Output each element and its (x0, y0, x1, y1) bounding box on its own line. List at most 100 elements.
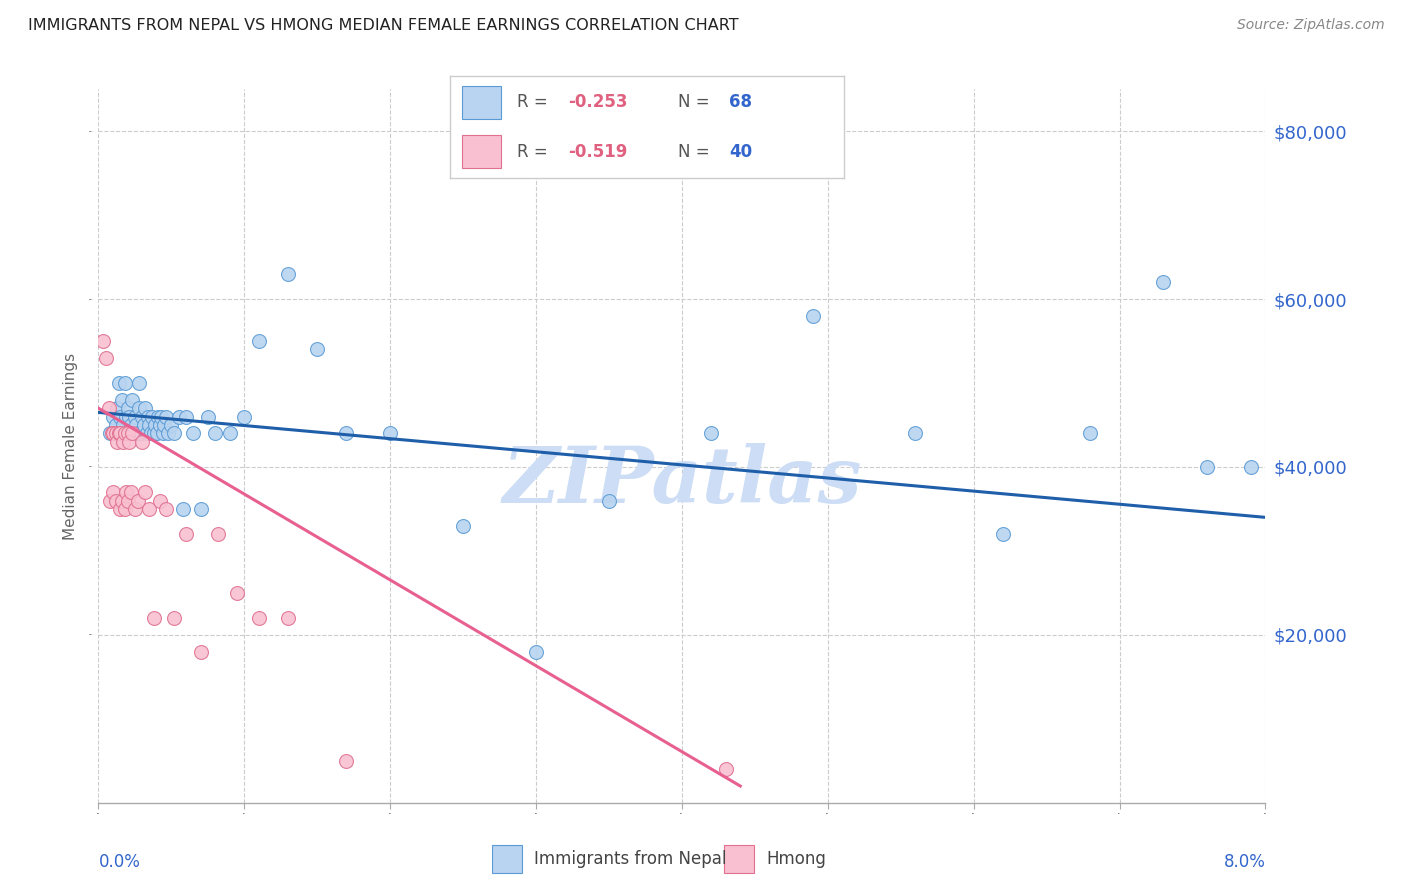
Text: R =: R = (517, 94, 553, 112)
Point (112, 417, 135, 432)
Point (131, 434, 153, 449)
Text: ZIPatlas: ZIPatlas (502, 443, 862, 520)
Point (97, 401, 120, 416)
Point (117, 426, 139, 441)
Point (335, 426, 357, 441)
Point (1240, 460, 1263, 475)
Point (110, 409, 132, 424)
Point (157, 426, 180, 441)
Point (174, 409, 197, 424)
Point (114, 502, 136, 516)
Point (148, 409, 170, 424)
Point (134, 485, 156, 500)
Point (125, 417, 148, 432)
Point (204, 426, 226, 441)
Point (904, 426, 927, 441)
Point (190, 645, 212, 659)
Point (117, 401, 139, 416)
Point (122, 426, 145, 441)
Text: 0.0%: 0.0% (98, 853, 141, 871)
Point (115, 485, 138, 500)
Point (233, 409, 256, 424)
Point (124, 502, 146, 516)
Text: -0.519: -0.519 (568, 143, 627, 161)
Point (101, 426, 124, 441)
Point (108, 376, 131, 390)
Point (160, 417, 183, 432)
Point (121, 426, 143, 441)
Point (131, 409, 153, 424)
Point (117, 493, 139, 508)
Point (991, 527, 1014, 541)
Point (163, 426, 186, 441)
Point (247, 611, 270, 625)
Point (134, 401, 156, 416)
Point (181, 426, 204, 441)
Point (128, 401, 150, 416)
Point (132, 417, 155, 432)
Point (378, 426, 402, 441)
Point (146, 426, 169, 441)
Point (120, 485, 142, 500)
Point (124, 409, 146, 424)
Point (174, 527, 197, 541)
Text: IMMIGRANTS FROM NEPAL VS HMONG MEDIAN FEMALE EARNINGS CORRELATION CHART: IMMIGRANTS FROM NEPAL VS HMONG MEDIAN FE… (28, 18, 738, 33)
Point (129, 426, 152, 441)
Point (150, 409, 173, 424)
Point (167, 409, 190, 424)
Point (101, 485, 124, 500)
Point (155, 409, 177, 424)
Point (112, 434, 135, 449)
Point (142, 611, 165, 625)
Point (172, 502, 194, 516)
Point (114, 426, 136, 441)
Point (149, 417, 172, 432)
Point (218, 426, 240, 441)
Text: Source: ZipAtlas.com: Source: ZipAtlas.com (1237, 18, 1385, 32)
Point (207, 527, 229, 541)
Point (111, 493, 134, 508)
Point (149, 493, 172, 508)
Point (135, 426, 157, 441)
Point (118, 409, 141, 424)
Point (105, 401, 128, 416)
Point (307, 343, 329, 357)
Point (163, 611, 186, 625)
Point (524, 645, 547, 659)
Point (98, 426, 121, 441)
Point (226, 586, 249, 600)
Y-axis label: Median Female Earnings: Median Female Earnings (63, 352, 79, 540)
Point (91, 334, 114, 348)
Point (1152, 275, 1174, 289)
Point (111, 392, 134, 407)
Point (190, 502, 212, 516)
Bar (461, 136, 501, 168)
Point (1080, 426, 1102, 441)
Point (121, 392, 143, 407)
Point (104, 493, 127, 508)
Point (335, 754, 357, 768)
Point (152, 426, 174, 441)
Point (197, 409, 219, 424)
Text: Immigrants from Nepal: Immigrants from Nepal (534, 849, 727, 868)
Point (714, 762, 737, 776)
Point (110, 426, 132, 441)
Point (94, 351, 117, 365)
Point (143, 417, 166, 432)
Point (104, 417, 127, 432)
Point (277, 611, 299, 625)
Point (142, 426, 165, 441)
Text: N =: N = (678, 94, 716, 112)
Point (277, 267, 299, 281)
Point (118, 434, 141, 449)
Text: R =: R = (517, 143, 553, 161)
Text: N =: N = (678, 143, 716, 161)
Point (801, 309, 824, 323)
Point (100, 426, 122, 441)
Point (108, 426, 131, 441)
Text: 68: 68 (730, 94, 752, 112)
Point (141, 409, 163, 424)
Point (110, 502, 132, 516)
Bar (461, 87, 501, 119)
Text: -0.253: -0.253 (568, 94, 627, 112)
